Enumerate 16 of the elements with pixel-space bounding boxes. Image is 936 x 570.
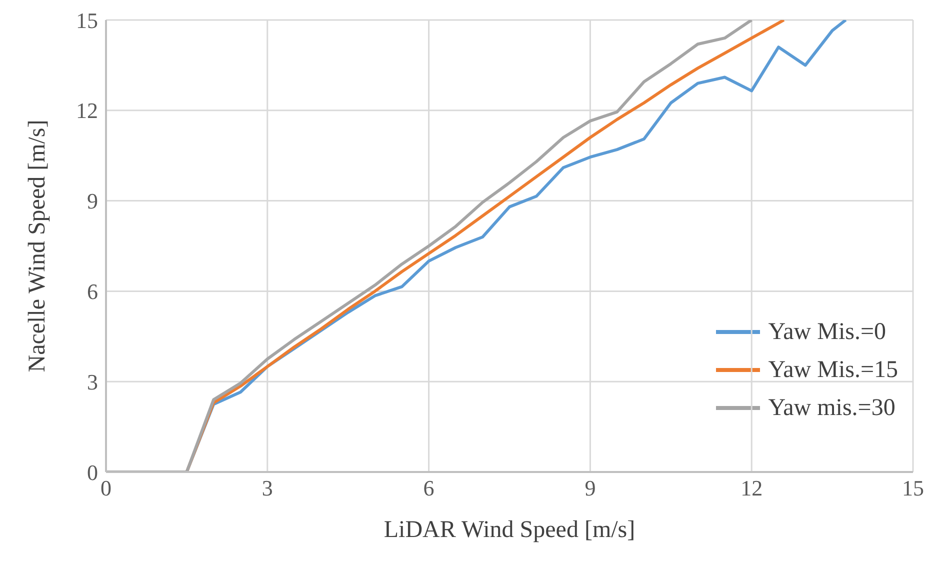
y-tick-label: 15 bbox=[76, 8, 98, 33]
legend-label: Yaw mis.=30 bbox=[768, 394, 896, 422]
y-tick-label: 0 bbox=[87, 460, 98, 485]
y-axis-title: Nacelle Wind Speed [m/s] bbox=[24, 120, 51, 372]
x-tick-label: 12 bbox=[740, 476, 763, 501]
x-tick-label: 6 bbox=[423, 476, 434, 501]
y-tick-label: 12 bbox=[76, 98, 98, 124]
x-tick-label: 3 bbox=[262, 476, 273, 501]
x-axis-title: LiDAR Wind Speed [m/s] bbox=[384, 517, 636, 543]
legend-label: Yaw Mis.=0 bbox=[768, 318, 886, 346]
y-tick-label: 9 bbox=[87, 188, 98, 214]
x-tick-label: 15 bbox=[902, 476, 924, 501]
x-tick-label: 9 bbox=[584, 476, 596, 501]
y-tick-label: 3 bbox=[87, 369, 98, 394]
y-tick-label: 6 bbox=[87, 279, 98, 304]
legend-label: Yaw Mis.=15 bbox=[768, 356, 898, 384]
